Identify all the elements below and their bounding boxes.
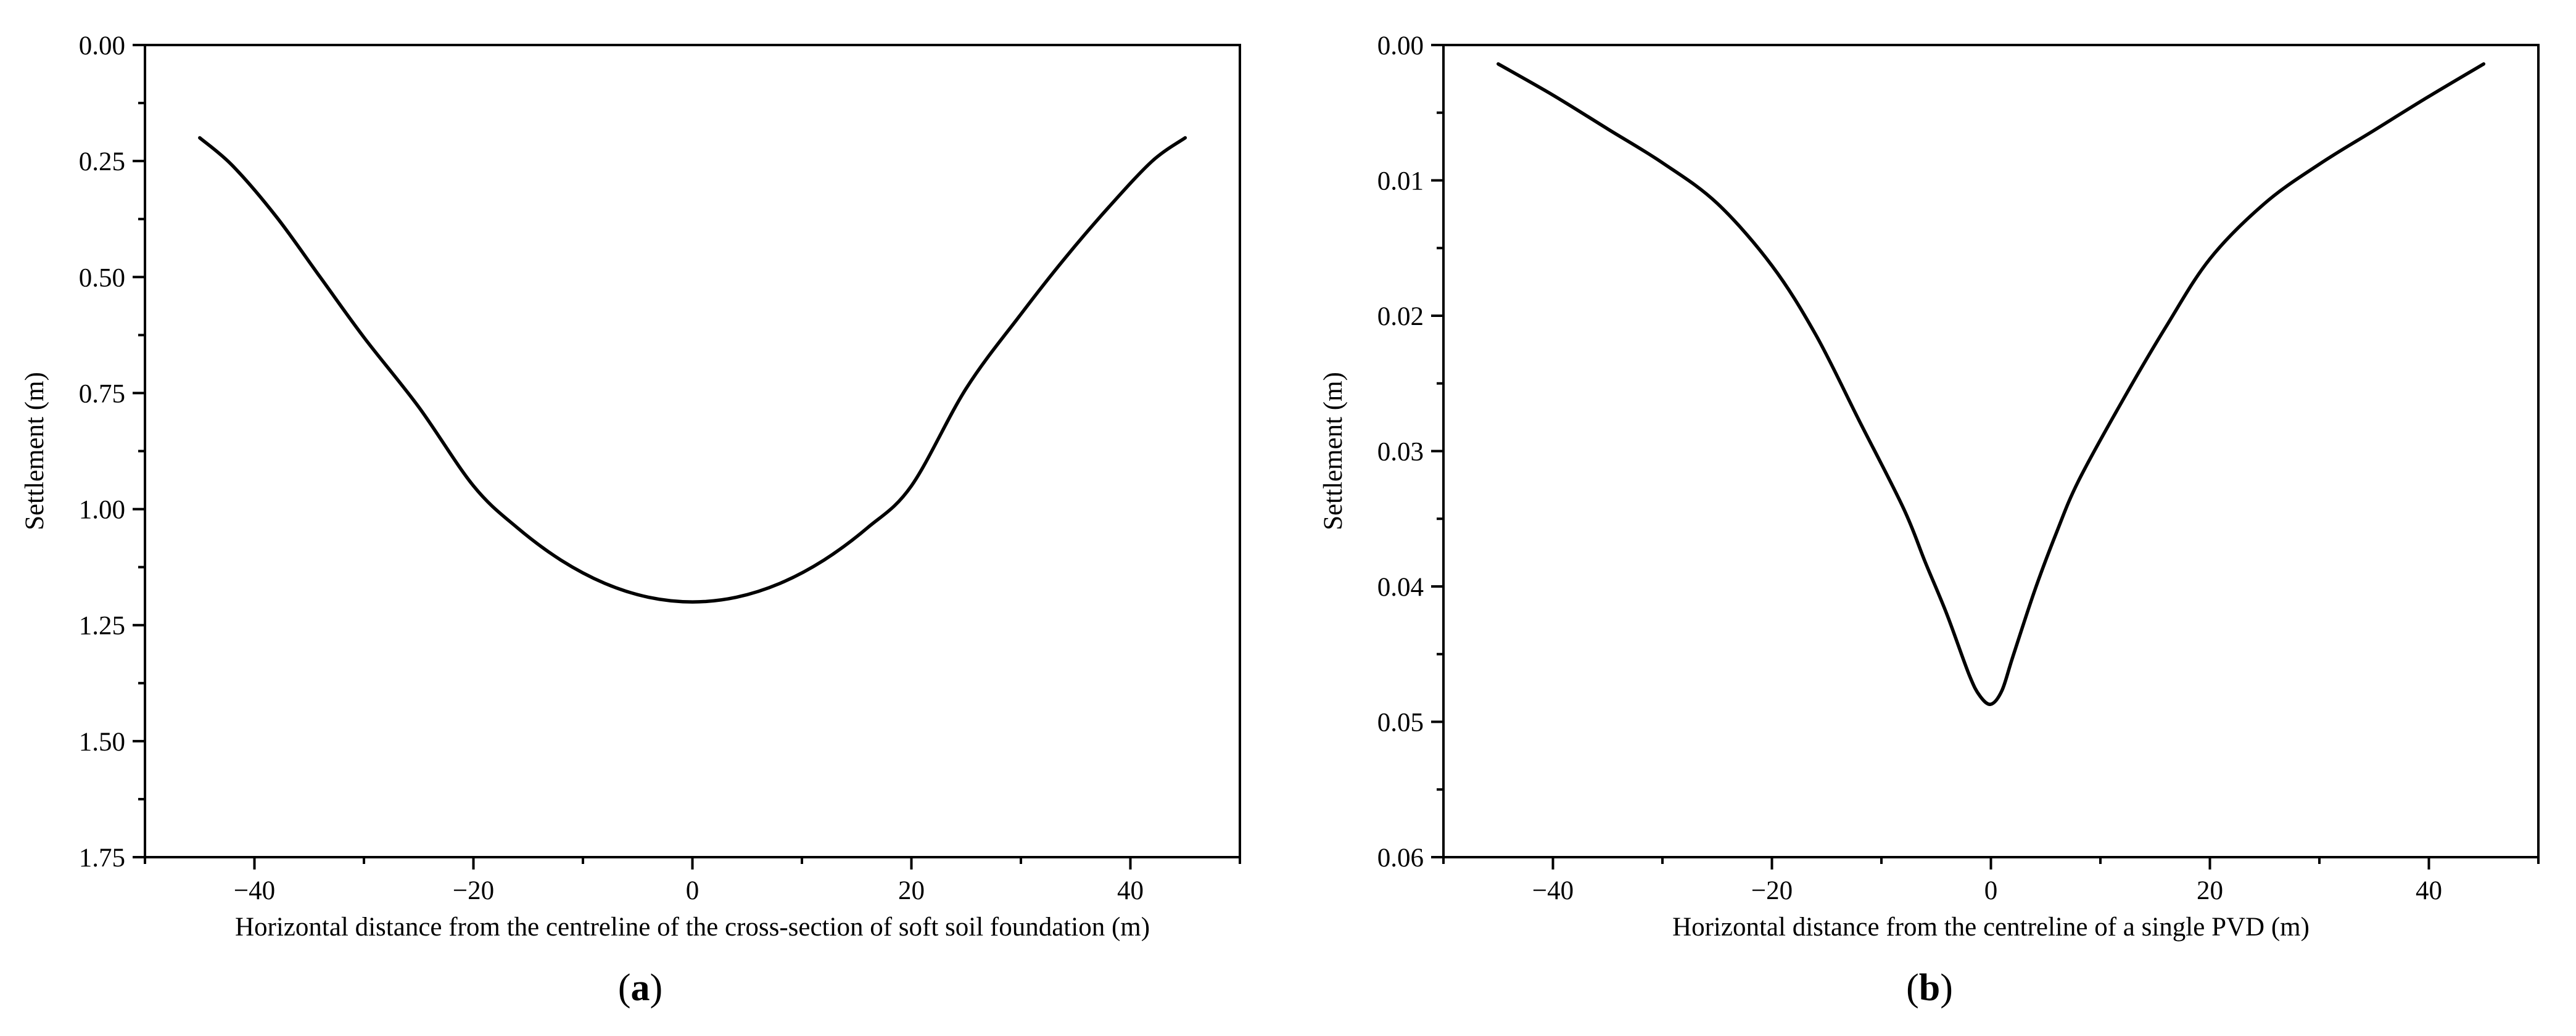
settlement-curve-a [198,136,1187,604]
y-tick-label: 1.50 [79,728,125,757]
y-tick-label: 0.01 [1377,167,1424,196]
y-tick-label: 0.75 [79,379,125,408]
y-axis-label: Settlement (m) [20,372,49,530]
x-tick-label: 20 [2197,876,2223,905]
plot-frame-b [1442,44,2540,858]
y-tick-label: 0.50 [79,263,125,292]
y-tick-label: 0.04 [1377,573,1424,602]
y-tick-label: 1.75 [79,844,125,873]
x-tick-label: −40 [234,876,275,905]
y-tick-label: 0.06 [1377,844,1424,873]
y-tick-label: 1.25 [79,612,125,641]
x-tick-label: 20 [898,876,925,905]
y-tick-label: 1.00 [79,496,125,525]
y-tick-label: 0.00 [1377,31,1424,60]
settlement-curve-b [1496,62,2486,706]
x-tick-label: 0 [1984,876,1998,905]
x-tick-label: 40 [2416,876,2442,905]
panel-label-b: (b) [1906,967,1953,1009]
x-tick-label: −20 [1751,876,1793,905]
x-tick-label: 40 [1117,876,1144,905]
y-axis-label: Settlement (m) [1319,372,1348,530]
panel-label-a: (a) [618,967,663,1009]
y-tick-label: 0.03 [1377,438,1424,467]
y-tick-label: 0.25 [79,147,125,176]
panel-b: −40 −20 0 20 40 0.00 0.01 0.02 0.03 0.04 0.05 0.06 H… [1319,31,2540,1009]
plot-frame-a [144,44,1241,858]
y-tick-label: 0.05 [1377,709,1424,738]
x-tick-label: 0 [686,876,700,905]
y-tick-label: 0.02 [1377,302,1424,331]
x-tick-label: −20 [453,876,494,905]
y-tick-label: 0.00 [79,31,125,60]
x-axis-label: Horizontal distance from the centreline … [235,913,1150,942]
x-tick-label: −40 [1532,876,1574,905]
panel-a: −40 −20 0 20 40 0.00 0.25 0.50 0.75 1.00 1.25 1.50 1… [20,31,1241,1009]
x-axis-label: Horizontal distance from the centreline … [1672,913,2310,942]
